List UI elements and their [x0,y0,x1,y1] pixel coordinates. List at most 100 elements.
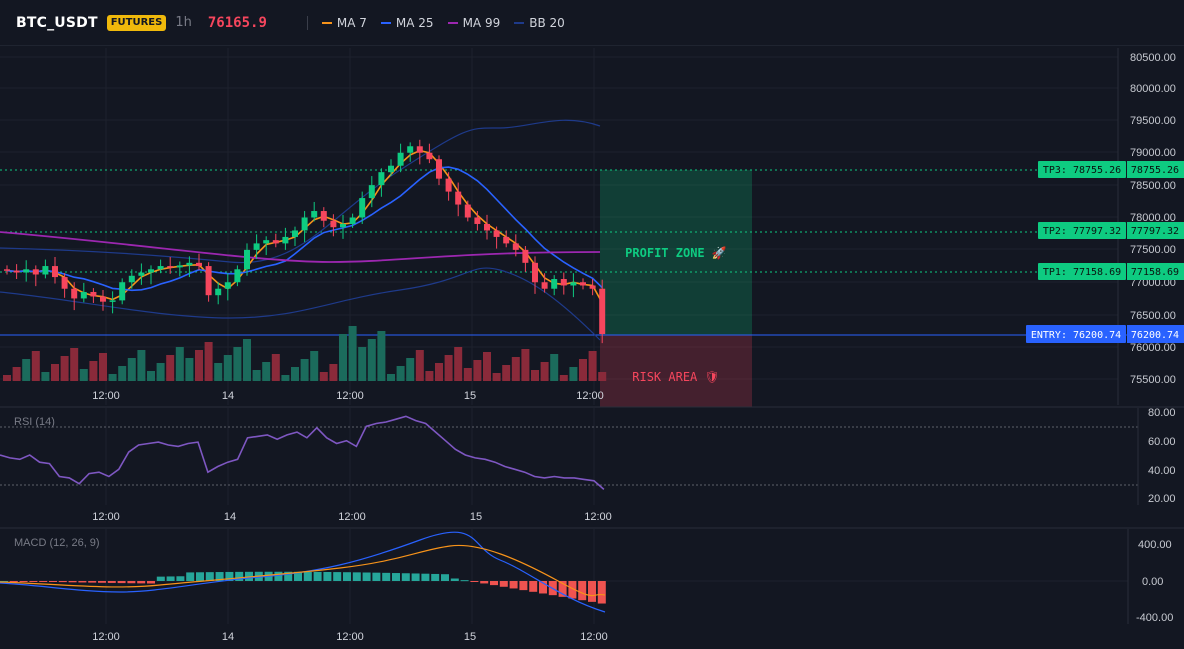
candle-body [493,230,500,237]
macd-histogram-bar [499,581,508,587]
bb-upper [0,119,601,264]
candle-body [503,236,510,244]
time-label: 12:00 [338,511,366,523]
time-label: 14 [222,631,234,643]
candle-body [407,146,414,153]
macd-histogram-bar [284,571,293,581]
candle-body [23,269,30,273]
candle-body [512,243,519,250]
candle-body [445,178,452,192]
time-label: 12:00 [92,631,120,643]
macd-histogram-bar [490,581,498,586]
candle-body [599,288,606,335]
macd-histogram-bar [107,581,116,583]
volume-bar [166,355,175,381]
volume-bar [387,374,395,381]
volume-bar [252,370,261,381]
macd-histogram-bar [441,574,449,581]
macd-histogram-bar [156,576,165,581]
candle-body [330,220,337,228]
time-label: 15 [464,390,476,402]
macd-histogram-bar [313,571,322,581]
rsi-axis: 80.00 60.00 40.00 20.00 [1148,407,1176,505]
volume-bar [175,347,184,381]
candle-body [272,240,279,244]
volume-bar [281,375,290,381]
volume-bar [339,334,347,381]
macd-line [0,531,606,613]
macd-histogram-bar [98,581,106,583]
time-label: 15 [464,631,476,643]
price-label: 80500.00 [1130,52,1176,64]
legend-ma25[interactable]: MA 25 [380,16,434,30]
legend-ma7[interactable]: MA 7 [321,16,367,30]
tp1-axis-value: 77158.69 [1131,267,1179,278]
volume-bar [406,358,415,381]
candle-body [71,288,78,299]
volume-bar [300,359,309,381]
macd-histogram-bar [68,581,77,583]
ma25-line [6,166,603,292]
candle-body [580,282,586,286]
volume-bar [540,362,549,381]
macd-histogram-bar [39,581,48,582]
macd-histogram-bar [29,581,38,582]
candle-body [119,282,126,301]
rsi-label: 80.00 [1148,407,1176,419]
macd-histogram-bar [0,581,8,582]
volume-bar [41,372,50,381]
time-label: 14 [222,390,234,402]
macd-histogram-bar [147,581,155,584]
candlesticks[interactable] [4,139,606,344]
tp3-axis-value: 78755.26 [1131,165,1179,176]
candle-body [32,269,39,275]
symbol-name[interactable]: BTC_USDT [16,14,98,31]
moving-averages [0,149,603,304]
macd-histogram-bar [597,581,606,604]
macd-histogram-bar [196,572,204,581]
volume-bar [108,374,117,381]
legend-ma99[interactable]: MA 99 [447,16,500,30]
volume-bar [444,355,453,381]
macd-histogram-bar [19,581,28,582]
volume-bar [137,350,146,381]
volume-bar [118,366,127,381]
price-grid [0,48,1118,405]
macd-histogram-bar [186,572,195,581]
macd-histogram-bar [205,572,214,581]
volume-bar [185,358,194,381]
macd-histogram-bar [78,581,87,583]
time-label: 12:00 [336,390,364,402]
price-label: 75500.00 [1130,374,1176,386]
candle-body [436,159,442,179]
macd-histogram-bar [539,581,547,594]
price-label: 76500.00 [1130,310,1176,322]
price-label: 76000.00 [1130,342,1176,354]
candle-body [368,185,375,199]
macd-histogram-bar [137,581,146,584]
candle-body [378,172,385,186]
candle-body [109,300,116,302]
macd-title: MACD (12, 26, 9) [14,537,100,549]
candle-body [474,217,481,224]
volume-bar [156,363,165,381]
volume-bar [559,375,568,381]
tp2-tag[interactable]: TP2: 77797.32 77797.32 [1038,222,1184,239]
volume-bar [60,356,69,381]
tp1-tag[interactable]: TP1: 77158.69 77158.69 [1038,263,1184,280]
tp3-tag[interactable]: TP3: 78755.26 78755.26 [1038,161,1184,178]
price-label: 78000.00 [1130,212,1176,224]
legend-bb20[interactable]: BB 20 [514,16,565,30]
timeframe-selector[interactable]: 1h [175,15,192,30]
candle-body [320,211,327,221]
entry-tag[interactable]: ENTRY: 76200.74 76200.74 [1026,325,1184,343]
tp2-axis-value: 77797.32 [1131,226,1179,237]
candle-body [52,266,58,278]
macd-histogram-bar [166,576,175,581]
rsi-path [0,415,605,491]
price-label: 79500.00 [1130,115,1176,127]
candle-body [551,279,558,289]
last-price: 76165.9 [207,14,267,31]
volume-bar [70,348,79,381]
